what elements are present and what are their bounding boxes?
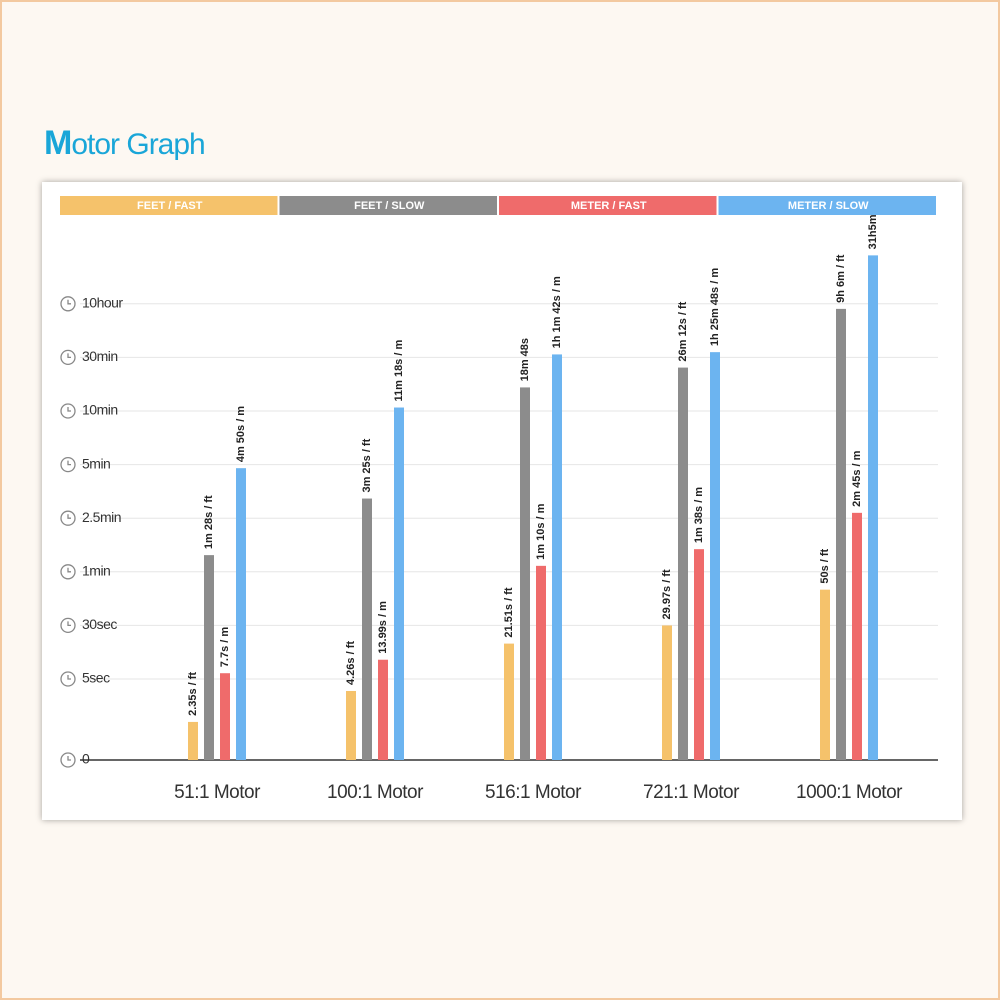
bar: [678, 367, 688, 760]
bar: [504, 643, 514, 760]
clock-icon: [60, 403, 76, 419]
legend-label: FEET / FAST: [137, 200, 203, 212]
value-label: 1m 38s / m: [693, 487, 705, 543]
y-tick-label: 30sec: [82, 616, 117, 632]
value-label: 1m 28s / ft: [203, 495, 215, 549]
bar: [820, 589, 830, 760]
y-tick-label: 30min: [82, 348, 118, 364]
value-label: 9h 6m / ft: [835, 254, 847, 303]
x-tick-label: 100:1 Motor: [327, 782, 424, 803]
bar: [836, 308, 846, 760]
chart-title: Motor Graph: [44, 124, 206, 162]
value-label: 7.7s / m: [219, 627, 231, 668]
legend-swatch: [718, 196, 936, 215]
legend-label: METER / FAST: [571, 200, 647, 212]
clock-icon: [60, 296, 76, 312]
clock-icon: [60, 510, 76, 526]
clock-icon: [60, 671, 76, 687]
clock-icon: [60, 617, 76, 634]
value-label: 3m 25s / ft: [361, 438, 373, 492]
value-label: 4m 50s / m: [235, 406, 247, 462]
bar: [520, 387, 530, 760]
bar: [710, 352, 720, 760]
bar: [552, 354, 562, 760]
clock-hands: [67, 567, 71, 573]
bar: [868, 255, 878, 760]
clock-hands: [67, 407, 71, 412]
value-label: 11m 18s / m: [393, 340, 405, 402]
bar: [852, 512, 862, 760]
clock-hands: [67, 675, 71, 680]
y-tick-label: 10min: [82, 402, 118, 418]
value-label: 26m 12s / ft: [677, 301, 689, 361]
legend-swatch: [279, 196, 497, 215]
legend-label: FEET / SLOW: [354, 200, 425, 212]
clock-hands: [67, 353, 71, 359]
y-tick-label: 0: [82, 751, 90, 767]
value-label: 31h5m: [867, 214, 879, 249]
clock-icon: [60, 564, 76, 580]
value-label: 29.97s / ft: [661, 569, 673, 619]
bar: [220, 673, 230, 760]
bar: [662, 625, 672, 760]
y-tick-label: 10hour: [82, 295, 123, 311]
legend-label: METER / SLOW: [788, 200, 869, 212]
y-tick-label: 1min: [82, 563, 110, 579]
bar: [188, 721, 198, 760]
clock-icon: [60, 456, 76, 473]
bar: [394, 407, 404, 760]
bar: [204, 555, 214, 760]
x-tick-label: 516:1 Motor: [485, 782, 582, 803]
clock-icon: [60, 752, 76, 768]
y-tick-label: 5sec: [82, 670, 110, 686]
bar: [536, 565, 546, 760]
bar: [694, 549, 704, 760]
clock-icon: [60, 349, 76, 366]
bar: [346, 690, 356, 760]
value-label: 13.99s / m: [377, 601, 389, 654]
clock-hands: [67, 514, 71, 519]
y-tick-label: 5min: [82, 455, 110, 471]
x-tick-label: 1000:1 Motor: [796, 782, 903, 803]
chart-panel: [42, 182, 962, 820]
value-label: 18m 48s: [519, 338, 531, 381]
value-label: 50s / ft: [819, 548, 831, 583]
clock-hands: [67, 460, 71, 466]
value-label: 2.35s / ft: [187, 672, 199, 716]
clock-hands: [67, 299, 71, 305]
value-label: 21.51s / ft: [503, 587, 515, 637]
value-label: 1m 10s / m: [535, 503, 547, 559]
value-label: 2m 45s / m: [851, 450, 863, 506]
x-tick-label: 721:1 Motor: [643, 782, 740, 803]
bar: [378, 659, 388, 760]
bar: [362, 498, 372, 760]
legend-swatch: [60, 196, 278, 215]
legend-swatch: [499, 196, 717, 215]
clock-hands: [67, 756, 71, 761]
value-label: 1h 25m 48s / m: [709, 268, 721, 346]
clock-hands: [67, 621, 71, 627]
y-tick-label: 2.5min: [82, 509, 121, 525]
value-label: 1h 1m 42s / m: [551, 276, 563, 348]
value-label: 4.26s / ft: [345, 641, 357, 685]
x-tick-label: 51:1 Motor: [174, 782, 261, 803]
bar: [236, 468, 246, 760]
